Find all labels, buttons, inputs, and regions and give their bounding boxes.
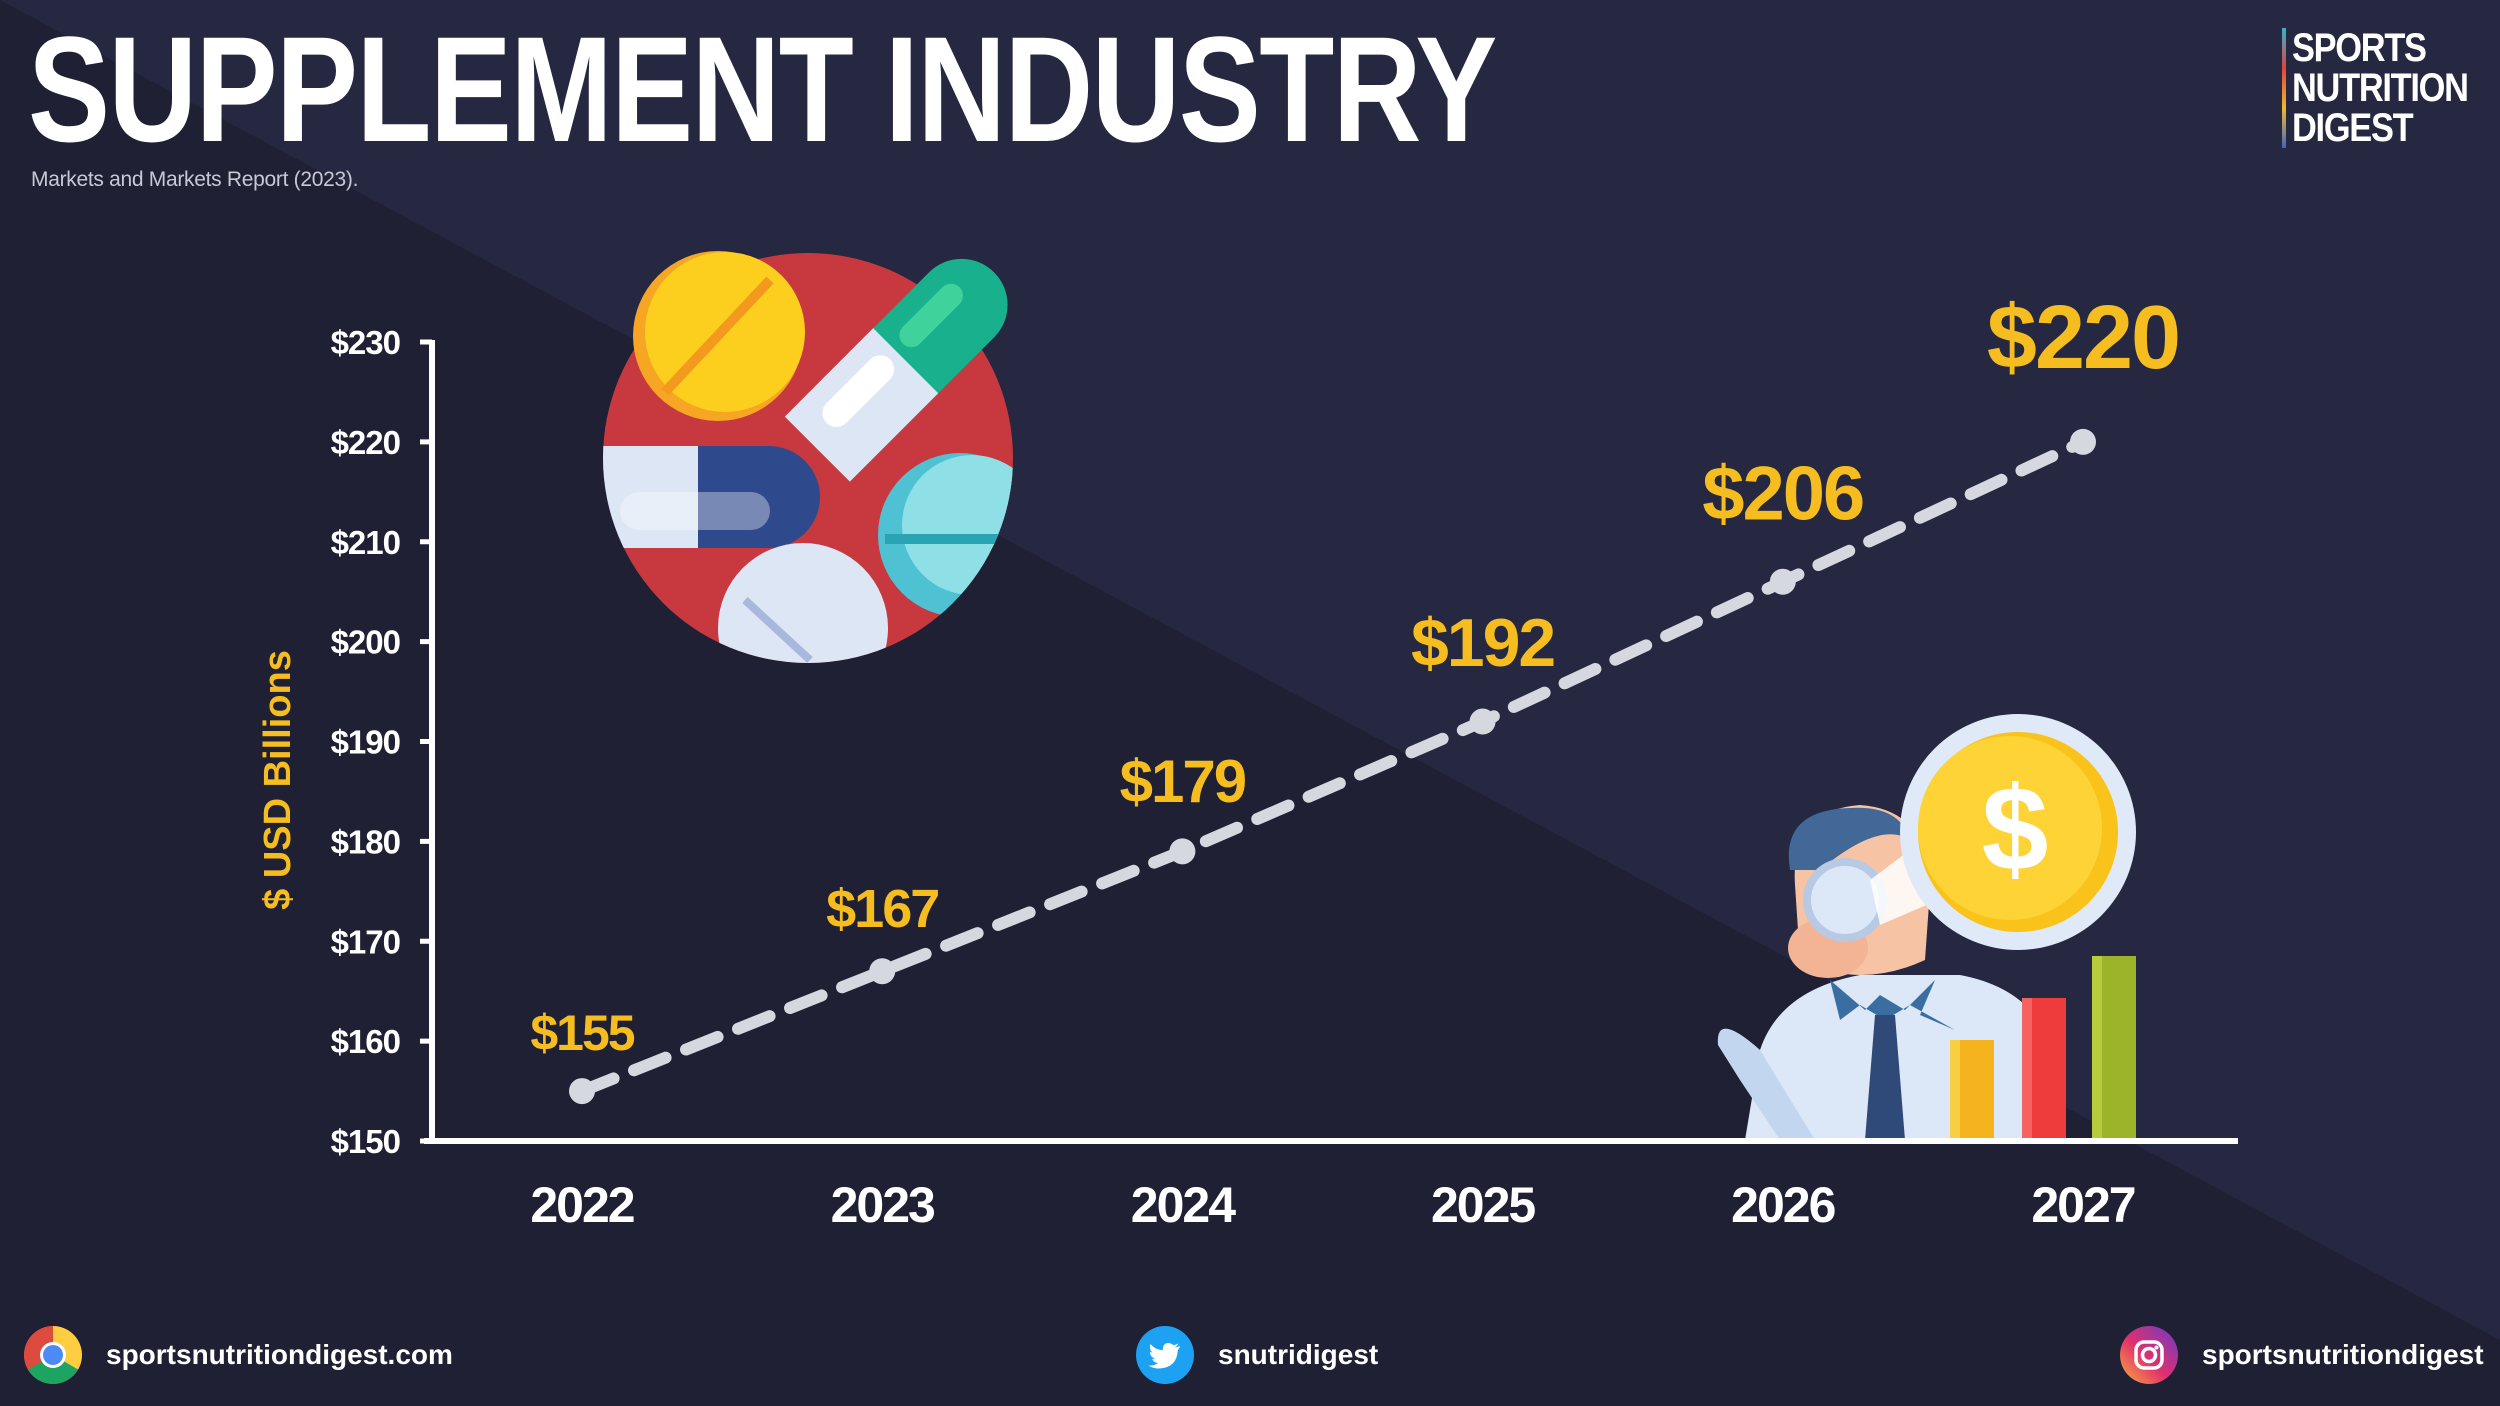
data-label: $167 (826, 879, 938, 939)
data-labels: $155 $167 $179 $192 $206 $220 (530, 288, 2181, 1061)
series-path (576, 435, 2089, 1098)
y-tick-label: $190 (331, 724, 400, 761)
footer-instagram[interactable]: sportsnutritiondigest (2120, 1326, 2484, 1384)
instagram-icon (2120, 1326, 2178, 1384)
data-point (1169, 838, 1196, 865)
x-tick-label: 2023 (831, 1177, 934, 1233)
brand-line-2: NUTRITION (2292, 66, 2469, 110)
data-label: $155 (530, 1005, 634, 1061)
data-point (869, 958, 896, 985)
y-ticks: $150 $160 $170 $180 $190 $200 $210 $220 $230 (331, 324, 432, 1160)
svg-text:$: $ (1982, 762, 2049, 896)
series-line (569, 428, 2096, 1105)
website-text: sportsnutritiondigest.com (106, 1339, 453, 1370)
brand-logo: SPORTS NUTRITION DIGEST (2282, 26, 2497, 150)
source-note: Markets and Markets Report (2023). (31, 168, 359, 191)
data-point (1769, 568, 1796, 595)
y-tick-label: $170 (331, 923, 400, 960)
x-ticks: 2022 2023 2024 2025 2026 2027 (530, 1177, 2136, 1233)
brand-line-1: SPORTS (2292, 26, 2427, 70)
investor-spyglass-dollar-icon: $ (1717, 714, 2136, 1140)
data-point (569, 1078, 595, 1105)
y-tick-label: $160 (331, 1023, 400, 1060)
twitter-icon (1136, 1326, 1194, 1384)
supplement-pills-icon (603, 251, 1013, 663)
brand-line-3: DIGEST (2292, 106, 2414, 150)
chrome-icon (24, 1326, 82, 1384)
y-tick-label: $150 (331, 1123, 400, 1160)
instagram-handle: sportsnutritiondigest (2202, 1339, 2484, 1370)
x-tick-label: 2024 (1131, 1177, 1236, 1233)
y-tick-label: $210 (331, 524, 400, 561)
x-tick-label: 2022 (530, 1177, 633, 1233)
data-point (1469, 708, 1496, 735)
footer-twitter[interactable]: snutridigest (1136, 1326, 1378, 1384)
data-label: $179 (1120, 748, 1246, 815)
footer-website[interactable]: sportsnutritiondigest.com (24, 1326, 453, 1384)
page-title: SUPPLEMENT INDUSTRY (28, 5, 1497, 173)
twitter-handle: snutridigest (1218, 1339, 1379, 1370)
y-tick-label: $180 (331, 823, 400, 860)
y-axis-label: $ USD Billions (257, 650, 299, 910)
data-label: $192 (1411, 605, 1554, 681)
y-tick-label: $230 (331, 324, 400, 361)
data-label: $206 (1702, 451, 1863, 536)
x-tick-label: 2026 (1731, 1177, 1834, 1233)
y-tick-label: $200 (331, 624, 400, 661)
data-label: $220 (1987, 288, 2179, 388)
y-tick-label: $220 (331, 424, 400, 461)
x-tick-label: 2027 (2031, 1177, 2134, 1233)
x-tick-label: 2025 (1431, 1177, 1535, 1233)
data-point (2070, 428, 2096, 455)
